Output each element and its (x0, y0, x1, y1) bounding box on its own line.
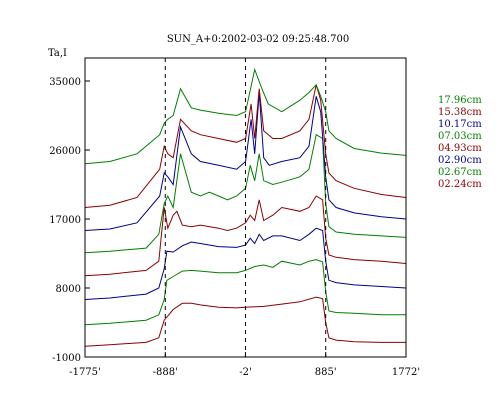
legend-entry-4: 04.93cm (438, 143, 482, 154)
legend-entry-1: 15.38cm (438, 107, 482, 118)
series-line-2 (84, 227, 407, 300)
x-tick-label-0: -1775' (69, 367, 101, 378)
x-tick-label-4: 1772' (392, 367, 420, 378)
legend: 17.96cm15.38cm10.17cm07.03cm04.93cm02.90… (438, 95, 482, 190)
x-tick-label-2: -2' (239, 367, 252, 378)
x-tick-label-3: 885' (315, 367, 337, 378)
legend-entry-6: 02.67cm (438, 167, 482, 178)
y-tick-label-0: 35000 (49, 77, 81, 88)
y-tick-label-2: 17000 (49, 215, 81, 226)
legend-entry-5: 02.90cm (438, 155, 482, 166)
axis-ticks: 35000 26000 17000 8000 -1000 -1775' -888' -2' 88… (49, 77, 420, 378)
series-line-0 (84, 296, 406, 347)
series-line-6 (84, 84, 407, 208)
x-tick-label-1: -888' (153, 367, 178, 378)
legend-entry-0: 17.96cm (438, 95, 482, 106)
y-tick-label-1: 26000 (49, 146, 81, 157)
y-axis-label: Ta,I (48, 48, 67, 59)
legend-entry-3: 07.03cm (438, 131, 482, 142)
y-tick-label-3: 8000 (56, 284, 81, 295)
legend-entry-7: 02.24cm (438, 179, 482, 190)
chart-title: SUN_A+0:2002-03-02 09:25:48.700 (167, 34, 349, 45)
y-tick-label-4: -1000 (52, 353, 81, 364)
legend-entry-2: 10.17cm (438, 119, 482, 130)
series-line-5 (84, 92, 407, 231)
reference-lines (164, 58, 327, 357)
series-line-7 (84, 67, 407, 165)
